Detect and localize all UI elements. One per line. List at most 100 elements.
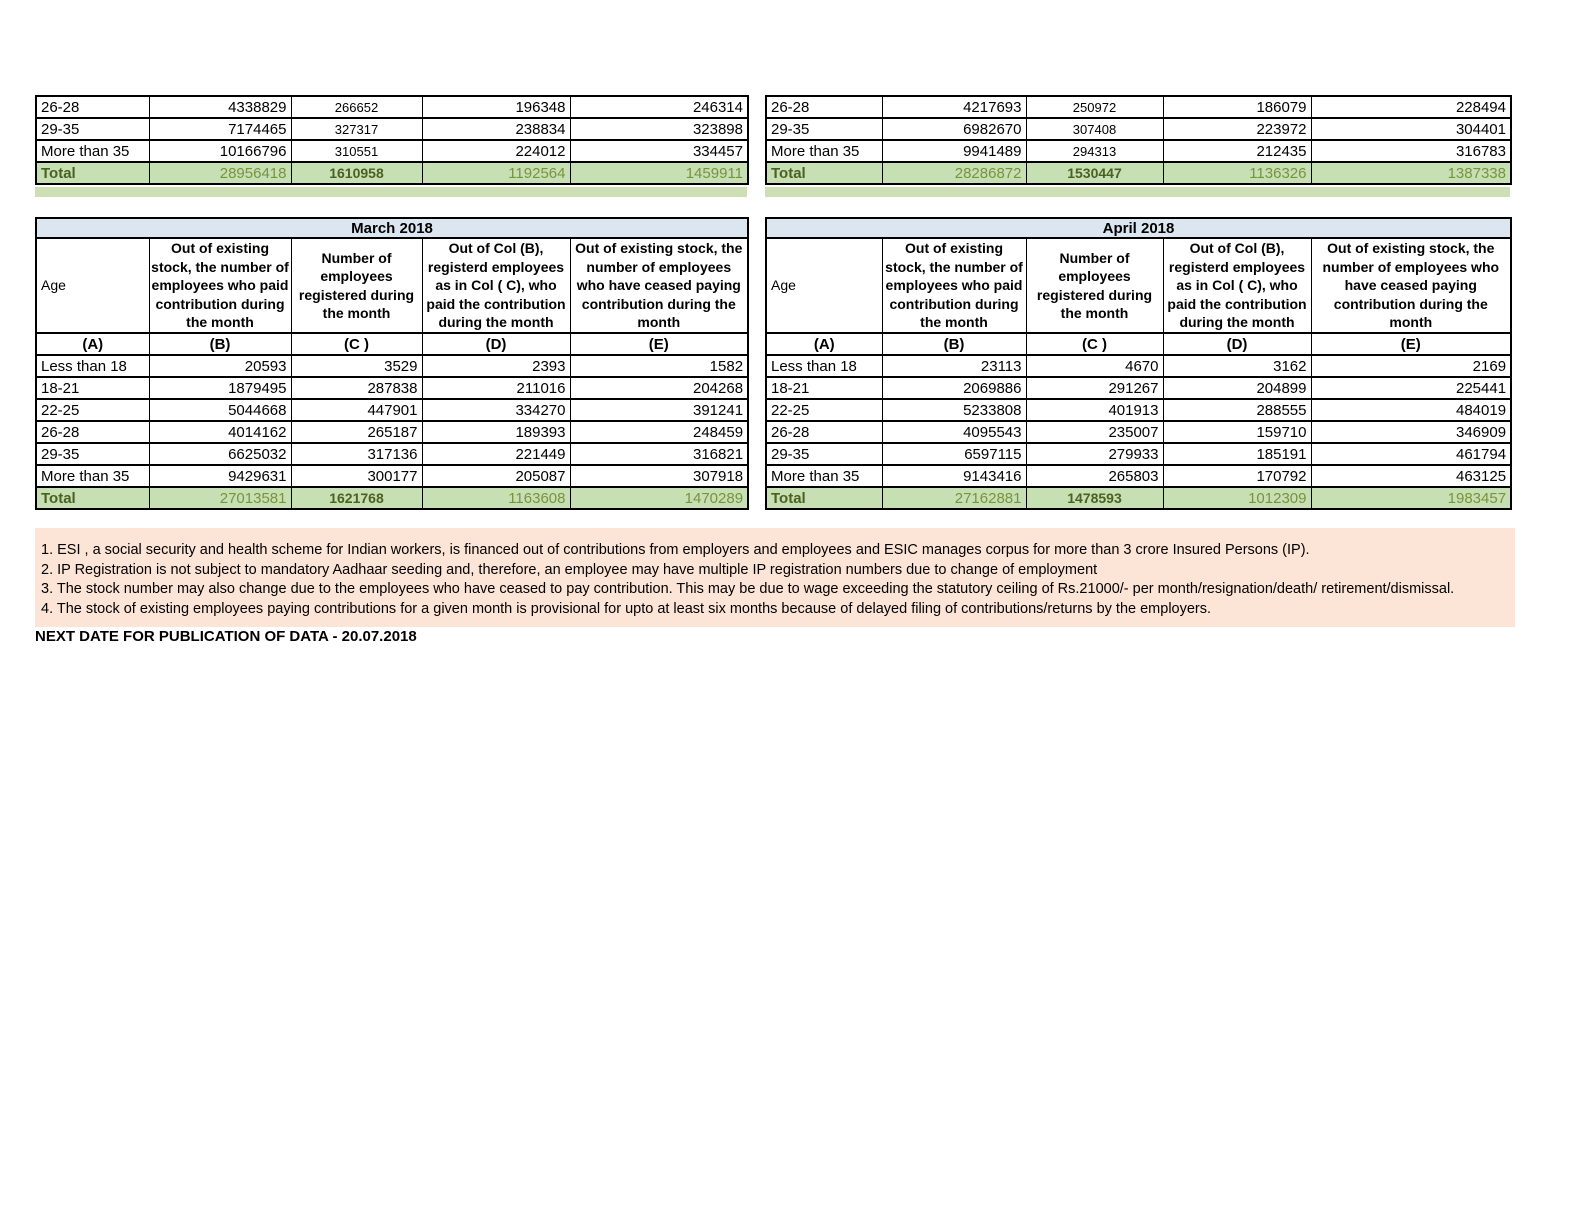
table-row: 22-25 5233808 401913 288555 484019 bbox=[765, 398, 1512, 422]
column-header-c: Number of employees registered during th… bbox=[1025, 237, 1164, 334]
row-label: More than 35 bbox=[765, 139, 883, 163]
row-label: 26-28 bbox=[35, 420, 150, 444]
value-cell: 5044668 bbox=[148, 398, 292, 422]
column-letter: (B) bbox=[881, 332, 1027, 356]
column-header-e: Out of existing stock, the number of emp… bbox=[1310, 237, 1512, 334]
value-cell: 27013581 bbox=[148, 486, 292, 510]
table-row: 29-35 6625032 317136 221449 316821 bbox=[35, 442, 749, 466]
row-label: 29-35 bbox=[765, 442, 883, 466]
table-row: Less than 18 23113 4670 3162 2169 bbox=[765, 354, 1512, 378]
table-title-row: April 2018 bbox=[765, 217, 1512, 239]
column-letter: (C ) bbox=[290, 332, 423, 356]
value-cell: 224012 bbox=[421, 139, 571, 163]
table-row: 22-25 5044668 447901 334270 391241 bbox=[35, 398, 749, 422]
table-row: 18-21 2069886 291267 204899 225441 bbox=[765, 376, 1512, 400]
value-cell: 186079 bbox=[1162, 95, 1312, 119]
value-cell: 221449 bbox=[421, 442, 571, 466]
column-header-c: Number of employees registered during th… bbox=[290, 237, 423, 334]
value-cell: 323898 bbox=[569, 117, 749, 141]
column-letter: (A) bbox=[765, 332, 883, 356]
value-cell: 238834 bbox=[421, 117, 571, 141]
column-header-e: Out of existing stock, the number of emp… bbox=[569, 237, 749, 334]
value-cell: 317136 bbox=[290, 442, 423, 466]
value-cell: 327317 bbox=[290, 117, 423, 141]
value-cell: 1478593 bbox=[1025, 486, 1164, 510]
column-letter: (E) bbox=[1310, 332, 1512, 356]
column-header-row: Age Out of existing stock, the number of… bbox=[765, 237, 1512, 334]
value-cell: 346909 bbox=[1310, 420, 1512, 444]
value-cell: 3529 bbox=[290, 354, 423, 378]
table-title-row: March 2018 bbox=[35, 217, 749, 239]
value-cell: 1530447 bbox=[1025, 161, 1164, 185]
value-cell: 28286872 bbox=[881, 161, 1027, 185]
value-cell: 316783 bbox=[1310, 139, 1512, 163]
row-label: 26-28 bbox=[765, 420, 883, 444]
value-cell: 288555 bbox=[1162, 398, 1312, 422]
column-header-age: Age bbox=[35, 237, 150, 334]
table-row: 26-28 4095543 235007 159710 346909 bbox=[765, 420, 1512, 444]
row-label: Less than 18 bbox=[35, 354, 150, 378]
value-cell: 1192564 bbox=[421, 161, 571, 185]
row-label: 22-25 bbox=[765, 398, 883, 422]
row-label: 26-28 bbox=[35, 95, 150, 119]
value-cell: 1012309 bbox=[1162, 486, 1312, 510]
row-label: 18-21 bbox=[35, 376, 150, 400]
value-cell: 10166796 bbox=[148, 139, 292, 163]
value-cell: 307408 bbox=[1025, 117, 1164, 141]
column-header-d: Out of Col (B), registerd employees as i… bbox=[1162, 237, 1312, 334]
table-row: 26-28 4217693 250972 186079 228494 bbox=[765, 95, 1512, 119]
column-letter: (E) bbox=[569, 332, 749, 356]
value-cell: 225441 bbox=[1310, 376, 1512, 400]
table-row: 26-28 4338829 266652 196348 246314 bbox=[35, 95, 749, 119]
row-label: 22-25 bbox=[35, 398, 150, 422]
value-cell: 401913 bbox=[1025, 398, 1164, 422]
row-label: More than 35 bbox=[765, 464, 883, 488]
value-cell: 291267 bbox=[1025, 376, 1164, 400]
value-cell: 1459911 bbox=[569, 161, 749, 185]
row-label: More than 35 bbox=[35, 139, 150, 163]
value-cell: 1621768 bbox=[290, 486, 423, 510]
value-cell: 205087 bbox=[421, 464, 571, 488]
march-2018-table: March 2018 Age Out of existing stock, th… bbox=[35, 217, 750, 510]
table-title: March 2018 bbox=[35, 217, 749, 239]
total-row: Total 27162881 1478593 1012309 1983457 bbox=[765, 486, 1512, 510]
row-label: Total bbox=[765, 161, 883, 185]
row-label: Total bbox=[765, 486, 883, 510]
value-cell: 265803 bbox=[1025, 464, 1164, 488]
value-cell: 248459 bbox=[569, 420, 749, 444]
note-line: 2. IP Registration is not subject to man… bbox=[41, 561, 1098, 578]
value-cell: 3162 bbox=[1162, 354, 1312, 378]
value-cell: 6597115 bbox=[881, 442, 1027, 466]
green-strip-right bbox=[765, 187, 1510, 197]
cutoff-table-left: 26-28 4338829 266652 196348 246314 29-35 71744… bbox=[35, 95, 749, 185]
value-cell: 265187 bbox=[290, 420, 423, 444]
value-cell: 1983457 bbox=[1310, 486, 1512, 510]
cutoff-table-right: 26-28 4217693 250972 186079 228494 29-35 69826… bbox=[765, 95, 1512, 185]
value-cell: 294313 bbox=[1025, 139, 1164, 163]
table-row: More than 35 9941489 294313 212435 316783 bbox=[765, 139, 1512, 163]
column-letter-row: (A) (B) (C ) (D) (E) bbox=[765, 332, 1512, 356]
column-header-row: Age Out of existing stock, the number of… bbox=[35, 237, 749, 334]
row-label: 29-35 bbox=[35, 117, 150, 141]
value-cell: 461794 bbox=[1310, 442, 1512, 466]
value-cell: 6982670 bbox=[881, 117, 1027, 141]
row-label: More than 35 bbox=[35, 464, 150, 488]
value-cell: 7174465 bbox=[148, 117, 292, 141]
value-cell: 23113 bbox=[881, 354, 1027, 378]
value-cell: 228494 bbox=[1310, 95, 1512, 119]
value-cell: 189393 bbox=[421, 420, 571, 444]
table-row: 29-35 6597115 279933 185191 461794 bbox=[765, 442, 1512, 466]
value-cell: 204268 bbox=[569, 376, 749, 400]
value-cell: 9143416 bbox=[881, 464, 1027, 488]
value-cell: 391241 bbox=[569, 398, 749, 422]
value-cell: 235007 bbox=[1025, 420, 1164, 444]
table-row: 26-28 4014162 265187 189393 248459 bbox=[35, 420, 749, 444]
value-cell: 279933 bbox=[1025, 442, 1164, 466]
value-cell: 4014162 bbox=[148, 420, 292, 444]
value-cell: 1879495 bbox=[148, 376, 292, 400]
note-line: 1. ESI , a social security and health sc… bbox=[41, 542, 1310, 558]
value-cell: 1387338 bbox=[1310, 161, 1512, 185]
value-cell: 250972 bbox=[1025, 95, 1164, 119]
value-cell: 304401 bbox=[1310, 117, 1512, 141]
value-cell: 4338829 bbox=[148, 95, 292, 119]
